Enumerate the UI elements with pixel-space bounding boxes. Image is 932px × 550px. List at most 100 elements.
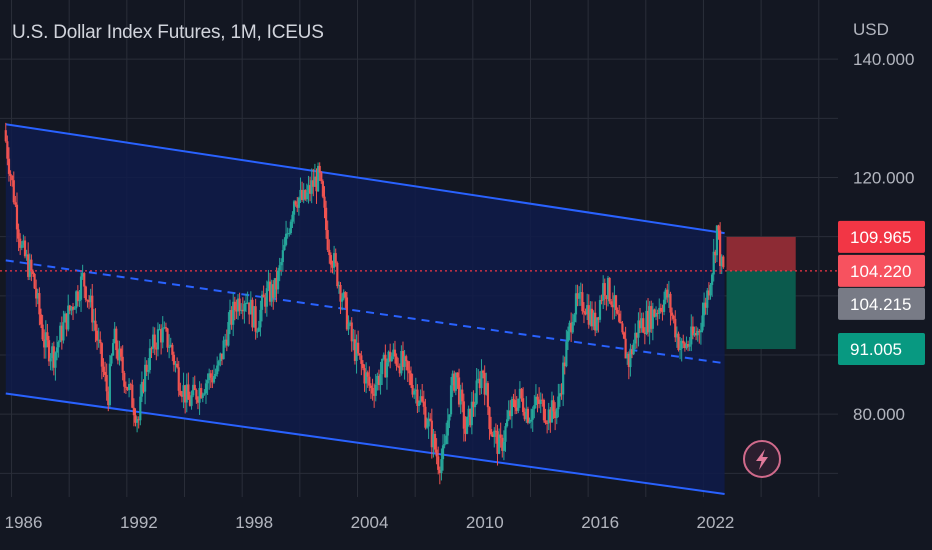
candle-body [89,295,92,303]
x-tick-label: 1986 [5,513,43,532]
candle-body [38,293,41,315]
candle-body [182,385,185,397]
candle-body [179,390,182,396]
candle-body [23,240,27,257]
candle-body [113,328,116,344]
candle-body [590,308,594,327]
candle-body [449,385,453,415]
icon-layer[interactable] [743,440,781,478]
candle-body [144,364,147,392]
price-tag-label: 104.215 [850,295,911,314]
lightning-bolt-icon[interactable] [743,440,781,478]
candle-body [127,384,131,391]
candle-body [496,431,499,454]
candle-body [401,351,405,367]
stop-loss-zone [726,236,796,271]
candle-body [171,344,174,355]
candle-body [504,426,507,442]
candle-body [107,391,110,406]
candle-body [129,384,132,386]
candle-body [518,388,522,399]
position-layer[interactable] [0,236,838,350]
candle-body [17,229,20,239]
candle-body [275,278,278,290]
x-tick-label: 2022 [697,513,735,532]
candle-body [315,176,318,192]
candle-body [509,410,512,417]
candle-body [163,327,166,329]
candle-body [33,274,36,289]
candle-body [70,306,73,311]
candle-body [320,172,323,182]
candle-body [459,389,462,405]
candle-body [111,343,115,356]
candle-body [563,362,566,367]
candle-body [44,332,47,348]
candle-body [646,310,650,333]
candle-body [522,398,525,413]
candle-body [574,293,578,315]
candle-body [357,342,360,354]
candle-body [158,329,161,331]
candle-body [709,284,712,296]
candle-body [438,469,441,474]
candle-body [493,430,496,437]
candle-body [99,339,102,344]
candle-body [393,349,397,357]
candle-body [682,340,685,344]
candle-body [392,349,395,357]
candle-body [105,374,108,392]
candle-body [208,373,211,381]
candle-body [571,321,574,333]
candle-body [525,408,528,420]
candle-body [557,396,560,410]
candle-body [603,283,606,296]
candle-body [73,308,76,310]
candle-body [611,304,614,308]
candle-body [719,230,722,267]
candle-body [297,197,300,208]
candle-body [696,330,699,336]
candle-body [86,299,89,301]
candle-body [715,225,719,256]
candle-body [316,165,320,192]
candle-body [132,407,136,416]
candle-body [478,378,481,389]
candle-body [203,393,206,395]
candle-body [241,309,244,312]
candle-body [621,323,624,333]
candle-body [530,419,533,422]
candle-body [148,348,152,370]
candle-body [630,349,634,355]
candle-body [488,407,491,430]
candle-body [14,202,17,205]
candle-body [145,364,148,372]
candle-body [52,346,55,368]
candle-body [499,434,502,438]
currency-label: USD [853,20,889,39]
candle-body [43,339,46,348]
candle-body [605,295,608,300]
candle-body [462,401,465,429]
candle-body [246,302,249,304]
price-tag-layer: 109.965 104.220 104.215 91.005 [838,220,925,366]
candle-body [268,281,272,302]
candle-body [94,320,97,331]
candle-body [377,375,381,386]
candle-body [417,402,421,406]
candle-body [233,301,236,310]
candle-body [249,299,252,315]
candle-body [371,387,374,394]
candle-body [81,273,84,277]
candle-body [558,393,562,397]
candle-body [164,327,168,329]
candle-body [658,307,661,314]
candle-body [153,334,156,348]
candle-body [204,383,208,394]
candle-body [445,435,448,445]
candle-body [464,428,467,434]
candle-body [217,361,220,366]
candle-body [505,419,509,427]
